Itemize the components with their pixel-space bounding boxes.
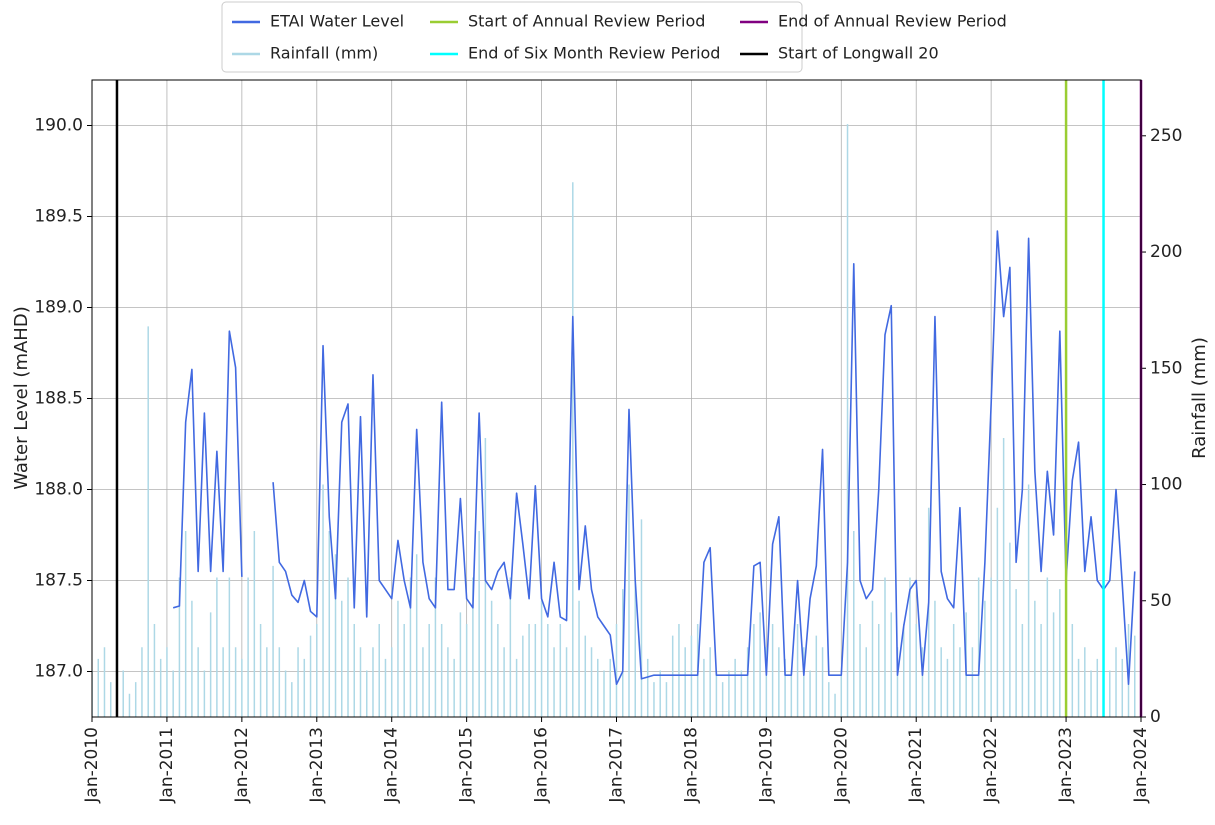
x-tick-label: Jan-2012 <box>232 727 252 804</box>
legend-box <box>221 1 803 73</box>
x-tick-label: Jan-2010 <box>82 727 102 804</box>
y-tick-label: 189.0 <box>34 298 83 318</box>
legend-label: Start of Annual Review Period <box>468 12 705 31</box>
x-tick-label: Jan-2021 <box>906 727 926 804</box>
x-tick-label: Jan-2019 <box>756 727 776 804</box>
legend-label: End of Six Month Review Period <box>468 44 720 63</box>
y-tick-label: 188.5 <box>34 389 83 409</box>
y2-tick-label: 0 <box>1150 707 1161 727</box>
x-tick-label: Jan-2018 <box>681 727 701 804</box>
plot-area <box>92 124 1136 717</box>
x-tick-label: Jan-2013 <box>307 727 327 804</box>
y2-tick-label: 200 <box>1150 242 1182 262</box>
legend: ETAI Water Level Rainfall (mm) Start of An… <box>221 1 1007 73</box>
legend-label: ETAI Water Level <box>270 12 404 31</box>
x-tick-label: Jan-2015 <box>457 727 477 804</box>
legend-label: End of Annual Review Period <box>778 12 1007 31</box>
y-tick-label: 189.5 <box>34 207 83 227</box>
y-axis-label: Water Level (mAHD) <box>11 306 32 489</box>
x-tick-label: Jan-2017 <box>607 727 627 804</box>
legend-label: Start of Longwall 20 <box>778 44 939 63</box>
x-tick-label: Jan-2014 <box>382 727 402 804</box>
water-level-line <box>172 230 1136 686</box>
legend-label: Rainfall (mm) <box>270 44 378 63</box>
y2-tick-label: 50 <box>1150 591 1172 611</box>
y-tick-label: 188.0 <box>34 480 83 500</box>
x-tick-label: Jan-2016 <box>532 727 552 804</box>
x-tick-label: Jan-2020 <box>831 727 851 804</box>
y2-tick-label: 150 <box>1150 358 1182 378</box>
y-tick-label: 187.5 <box>34 571 83 591</box>
y2-tick-label: 100 <box>1150 475 1182 495</box>
x-tick-label: Jan-2024 <box>1131 727 1151 804</box>
y2-axis-label: Rainfall (mm) <box>1189 337 1210 459</box>
y-tick-label: 190.0 <box>34 116 83 136</box>
y-tick-label: 187.0 <box>34 662 83 682</box>
x-tick-label: Jan-2011 <box>157 727 177 804</box>
x-tick-label: Jan-2022 <box>981 727 1001 804</box>
x-tick-label: Jan-2023 <box>1056 727 1076 804</box>
plot-frame <box>91 79 1142 718</box>
y2-tick-label: 250 <box>1150 126 1182 146</box>
